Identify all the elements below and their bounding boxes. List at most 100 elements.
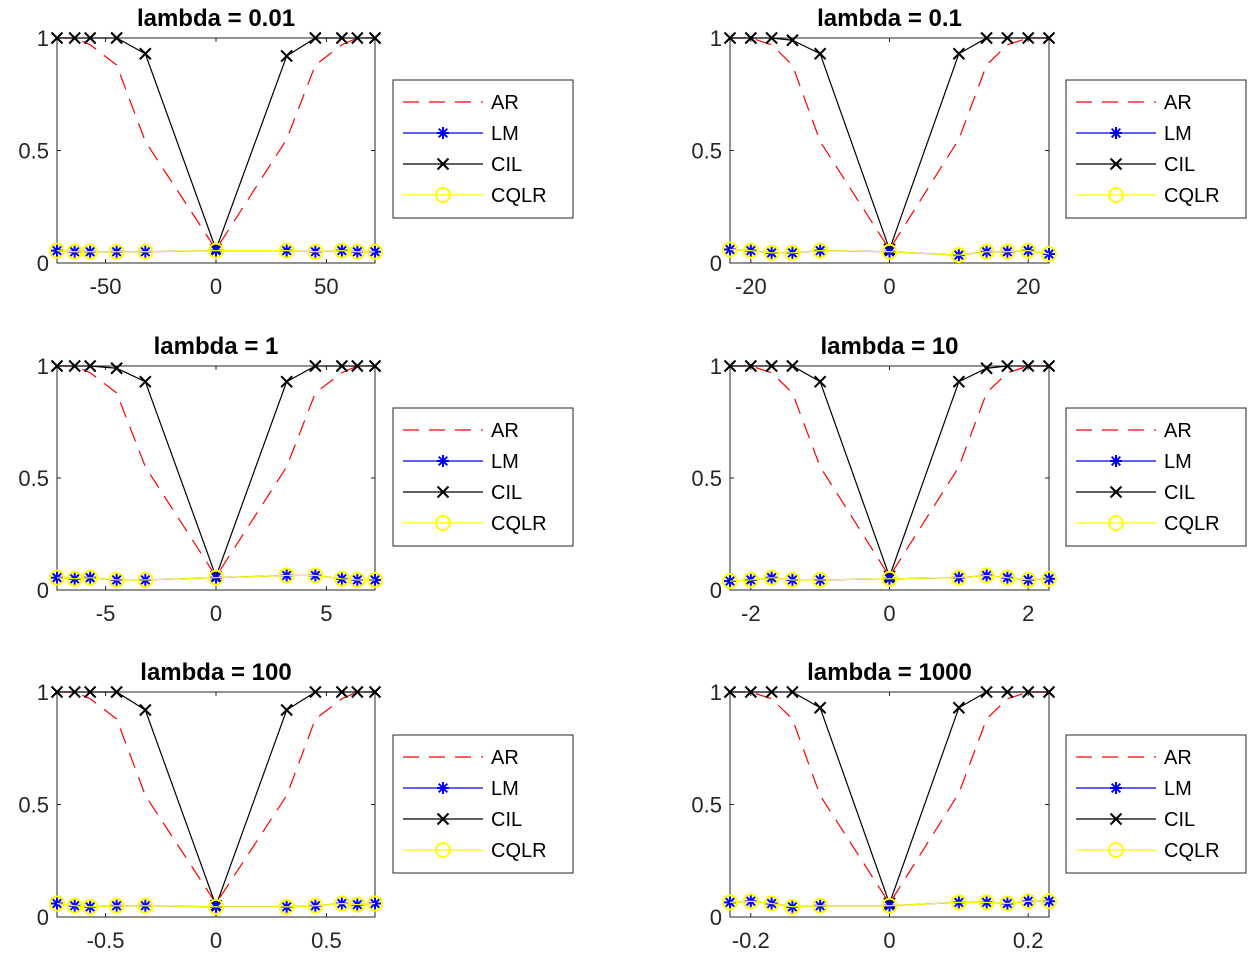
x-marker: [83, 31, 97, 45]
x-marker: [1109, 812, 1123, 826]
series-cqlr: [49, 242, 383, 260]
circle-marker: [66, 243, 83, 260]
star-marker: [437, 127, 449, 139]
y-tick-label: 1: [37, 680, 49, 705]
circle-marker: [1108, 515, 1124, 531]
legend: AR LM CIL CQLR: [1065, 79, 1247, 219]
x-tick-label: 20: [1016, 274, 1040, 299]
y-tick-label: 0.5: [691, 793, 722, 818]
circle-marker: [950, 247, 967, 264]
x-marker: [110, 362, 123, 375]
subplot-5: 0 0.5 1 -0.5 0 0.5 lambda = 100 AR LM CIL CQLR: [18, 659, 574, 953]
legend: AR LM CIL CQLR: [392, 407, 574, 547]
circle-marker: [763, 244, 780, 261]
circle-marker: [1041, 893, 1057, 910]
circle-marker: [763, 895, 780, 912]
x-marker: [351, 31, 364, 45]
circle-marker: [367, 571, 383, 588]
y-tick-label: 1: [710, 26, 722, 51]
circle-marker: [349, 896, 366, 913]
x-tick-label: 0: [883, 928, 895, 953]
legend-label: CIL: [1164, 154, 1195, 176]
legend: AR LM CIL CQLR: [1065, 407, 1247, 547]
circle-marker: [1108, 842, 1124, 858]
y-tick-label: 0.5: [691, 466, 722, 491]
x-tick-label: 2: [1022, 601, 1034, 626]
circle-marker: [881, 897, 898, 914]
x-marker: [436, 157, 450, 171]
legend-label: CQLR: [1164, 840, 1220, 862]
y-tick-label: 0: [37, 905, 49, 930]
y-tick-label: 0.5: [18, 793, 49, 818]
circle-marker: [435, 842, 451, 858]
x-marker: [1021, 685, 1035, 699]
x-marker: [280, 703, 293, 717]
x-tick-label: 0: [883, 274, 895, 299]
circle-marker: [49, 569, 65, 586]
circle-marker: [208, 242, 224, 259]
y-tick-label: 0.5: [691, 139, 722, 164]
x-marker: [1042, 685, 1056, 699]
y-tick-label: 1: [37, 26, 49, 51]
legend-label: AR: [1164, 92, 1192, 114]
subplot-title: lambda = 1: [154, 333, 279, 360]
x-marker: [1021, 31, 1035, 45]
x-marker: [765, 685, 778, 699]
star-marker: [437, 455, 449, 467]
circle-marker: [108, 243, 125, 260]
x-marker: [351, 359, 364, 373]
legend-label: CIL: [1164, 809, 1195, 831]
x-marker: [368, 359, 382, 373]
legend-label: CIL: [1164, 482, 1195, 504]
x-marker: [335, 359, 349, 373]
circle-marker: [722, 241, 738, 258]
circle-marker: [349, 571, 366, 588]
circle-marker: [137, 243, 154, 260]
x-marker: [110, 31, 123, 45]
circle-marker: [978, 243, 995, 260]
star-marker: [1110, 455, 1122, 467]
x-marker: [744, 359, 758, 373]
circle-marker: [881, 570, 898, 587]
series-ar: [730, 37, 1049, 251]
series-ar: [730, 365, 1049, 578]
x-marker: [368, 685, 382, 699]
x-marker: [309, 685, 322, 699]
x-marker: [765, 359, 778, 373]
circle-marker: [812, 897, 829, 914]
subplot-title: lambda = 0.1: [817, 5, 962, 32]
circle-marker: [82, 569, 99, 586]
x-marker: [1001, 359, 1014, 373]
x-tick-label: 0.5: [311, 928, 342, 953]
circle-marker: [49, 242, 65, 259]
x-marker: [436, 485, 450, 499]
x-marker: [813, 701, 827, 714]
y-tick-label: 0: [710, 578, 722, 603]
legend-label: CQLR: [1164, 513, 1220, 535]
circle-marker: [784, 571, 801, 588]
y-tick-label: 1: [37, 354, 49, 379]
series-cqlr: [722, 241, 1057, 264]
circle-marker: [812, 242, 829, 259]
x-marker: [280, 49, 293, 63]
legend-label: LM: [1164, 778, 1192, 800]
circle-marker: [742, 571, 759, 588]
x-marker: [813, 375, 827, 388]
circle-marker: [367, 243, 383, 260]
x-marker: [335, 685, 349, 699]
legend-label: CIL: [491, 809, 522, 831]
y-tick-label: 0: [710, 905, 722, 930]
circle-marker: [1041, 570, 1057, 587]
circle-marker: [82, 243, 99, 260]
x-marker: [83, 685, 97, 699]
x-marker: [68, 685, 81, 699]
x-marker: [68, 359, 81, 373]
x-tick-label: -0.2: [732, 928, 770, 953]
y-tick-label: 1: [710, 354, 722, 379]
legend-label: AR: [491, 92, 519, 114]
axes-box: [729, 691, 1050, 918]
legend-label: CQLR: [491, 185, 547, 207]
circle-marker: [1041, 246, 1057, 262]
subplot-4: 0 0.5 1 -2 0 2 lambda = 10 AR LM CIL CQLR: [691, 333, 1247, 626]
x-tick-label: 0.2: [1013, 928, 1044, 953]
